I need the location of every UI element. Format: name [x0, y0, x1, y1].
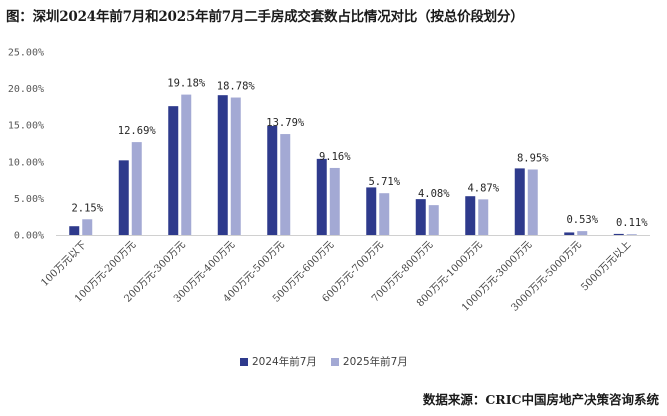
y-tick-label: 0.00%: [14, 231, 44, 242]
legend-label-2024: 2024年前7月: [252, 356, 317, 368]
x-tick-label: 5000万元以上: [579, 239, 634, 294]
legend-item-2024: 2024年前7月: [240, 354, 317, 369]
chart-title: 图：深圳2024年前7月和2025年前7月二手房成交套数占比情况对比（按总价段划…: [6, 9, 524, 25]
data-label: 0.53%: [566, 214, 598, 226]
bar-2025: [230, 97, 241, 236]
y-tick-label: 20.00%: [8, 84, 44, 95]
bar-2024: [613, 233, 624, 235]
data-label: 5.71%: [368, 176, 400, 188]
data-label: 4.87%: [467, 182, 499, 194]
bar-2024: [366, 187, 377, 235]
legend-label-2025: 2025年前7月: [342, 356, 408, 368]
bar-2025: [478, 199, 489, 235]
y-tick-label: 10.00%: [8, 157, 44, 168]
bar-2024: [168, 106, 179, 235]
y-tick-label: 5.00%: [14, 194, 44, 205]
bar-2024: [415, 199, 426, 235]
data-label: 19.18%: [167, 78, 206, 90]
data-label: 4.08%: [418, 188, 450, 200]
bar-2025: [329, 167, 340, 235]
bar-2024: [267, 125, 278, 235]
y-tick-label: 15.00%: [8, 121, 44, 132]
bar-2024: [118, 160, 129, 235]
bar-2025: [280, 134, 291, 235]
data-label: 13.79%: [266, 117, 305, 129]
data-label: 12.69%: [118, 125, 157, 137]
y-tick-label: 25.00%: [8, 48, 44, 59]
bar-2025: [131, 142, 142, 235]
data-label: 8.95%: [517, 152, 549, 164]
source-note: 数据来源：CRIC中国房地产决策咨询系统: [422, 392, 659, 407]
bar-2024: [217, 95, 228, 235]
legend-item-2025: 2025年前7月: [330, 354, 408, 369]
bar-2025: [626, 234, 637, 235]
bar-2024: [316, 158, 327, 235]
bar-2025: [379, 193, 390, 235]
bar-2024: [514, 168, 525, 235]
data-label: 18.78%: [217, 81, 256, 93]
data-label: 9.16%: [319, 151, 351, 163]
bar-2024: [564, 232, 575, 235]
data-label: 2.15%: [71, 202, 103, 214]
x-tick-label: 100万元以下: [39, 239, 89, 289]
bar-2024: [465, 196, 476, 235]
data-label: 0.11%: [616, 217, 648, 229]
bar-2025: [527, 169, 538, 235]
bar-2025: [181, 94, 192, 235]
bar-2025: [577, 231, 588, 235]
bar-2025: [82, 219, 93, 235]
legend: 2024年前7月 2025年前7月: [240, 354, 408, 369]
bar-2024: [69, 226, 80, 235]
legend-swatch-2025: [330, 357, 339, 366]
bar-2025: [428, 205, 439, 235]
legend-swatch-2024: [240, 357, 248, 366]
